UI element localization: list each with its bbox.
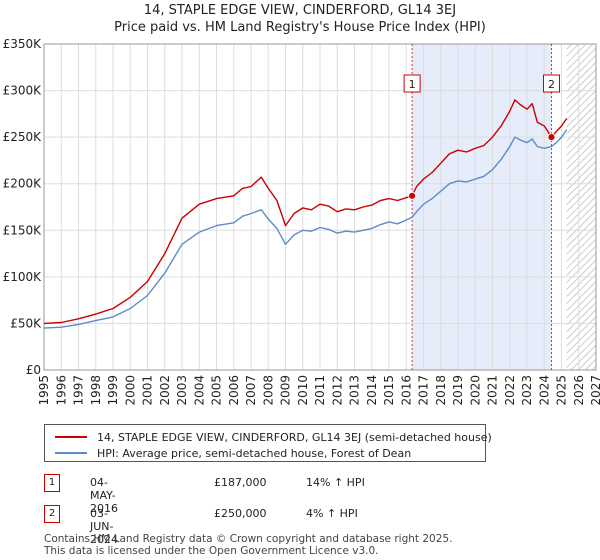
transaction-label-box: [542, 74, 560, 93]
x-tick-label: 2003: [175, 375, 189, 406]
legend-label-hpi: HPI: Average price, semi-detached house,…: [97, 446, 412, 460]
x-tick-label: 2018: [434, 375, 448, 406]
y-tick-label: £50K: [10, 316, 42, 330]
x-tick-label: 2020: [468, 375, 482, 406]
x-tick-label: 2027: [589, 375, 600, 406]
y-tick-label: £200K: [3, 177, 43, 191]
x-tick-label: 1997: [72, 375, 86, 406]
legend-swatch-property: [55, 436, 87, 438]
x-tick-label: 2014: [365, 375, 379, 406]
x-tick-label: 2009: [279, 375, 293, 406]
legend-label-property: 14, STAPLE EDGE VIEW, CINDERFORD, GL14 3…: [97, 430, 492, 444]
y-tick-label: £250K: [3, 130, 43, 144]
legend-swatch-hpi: [55, 452, 87, 454]
x-tick-label: 2022: [503, 375, 517, 406]
x-tick-label: 2016: [399, 375, 413, 406]
x-tick-label: 2010: [296, 375, 310, 406]
transaction-number: 2: [44, 505, 60, 523]
x-tick-label: 2005: [210, 375, 224, 406]
footer-line-2: This data is licensed under the Open Gov…: [44, 545, 379, 557]
y-tick-label: £350K: [3, 37, 43, 51]
transaction-marker: [408, 191, 417, 200]
x-tick-label: 2004: [192, 375, 206, 406]
x-tick-label: 2026: [572, 375, 586, 406]
y-tick-label: £300K: [3, 84, 43, 98]
legend: 14, STAPLE EDGE VIEW, CINDERFORD, GL14 3…: [44, 424, 492, 462]
chart-subtitle: Price paid vs. HM Land Registry's House …: [114, 20, 486, 35]
x-tick-label: 2015: [382, 375, 396, 406]
x-tick-label: 2021: [486, 375, 500, 406]
x-tick-label: 2006: [227, 375, 241, 406]
transaction-price: £187,000: [214, 476, 267, 489]
ownership-period-shade: [412, 44, 552, 370]
property-price-line: [43, 99, 568, 325]
transaction-date: 04-MAY-2016: [90, 476, 118, 515]
transaction-price: £250,000: [214, 507, 267, 520]
x-tick-label: 2007: [244, 375, 258, 406]
forecast-hatch: [566, 44, 596, 370]
x-tick-label: 1996: [54, 375, 68, 406]
x-tick-label: 2008: [261, 375, 275, 406]
transaction-label: 2: [548, 78, 555, 91]
x-tick-label: 1998: [89, 375, 103, 406]
chart-title: 14, STAPLE EDGE VIEW, CINDERFORD, GL14 3…: [144, 3, 456, 18]
legend-item-property: 14, STAPLE EDGE VIEW, CINDERFORD, GL14 3…: [55, 429, 492, 445]
x-tick-label: 1995: [37, 375, 51, 406]
transaction-date: 03-JUN-2024: [90, 507, 118, 546]
transaction-marker: [547, 133, 556, 142]
transaction-hpi-change: 14% ↑ HPI: [306, 476, 365, 489]
transaction-number: 1: [44, 474, 60, 492]
x-tick-label: 2002: [158, 375, 172, 406]
x-tick-label: 2024: [537, 375, 551, 406]
x-tick-label: 2023: [520, 375, 534, 406]
transaction-label: 1: [409, 78, 416, 91]
transaction-hpi-change: 4% ↑ HPI: [306, 507, 358, 520]
y-tick-label: £100K: [3, 270, 43, 284]
x-tick-label: 2025: [555, 375, 569, 406]
x-tick-label: 2012: [330, 375, 344, 406]
x-tick-label: 2011: [313, 375, 327, 406]
hpi-line: [43, 129, 568, 329]
x-tick-label: 2019: [451, 375, 465, 406]
x-tick-label: 2013: [348, 375, 362, 406]
y-tick-label: £0: [26, 363, 41, 377]
footer-line-1: Contains HM Land Registry data © Crown c…: [44, 533, 453, 545]
legend-item-hpi: HPI: Average price, semi-detached house,…: [55, 445, 411, 461]
footer-attribution: Contains HM Land Registry data © Crown c…: [44, 533, 452, 557]
x-tick-label: 2001: [141, 375, 155, 406]
plot-border: [43, 43, 597, 371]
x-tick-label: 2017: [417, 375, 431, 406]
y-tick-label: £150K: [3, 223, 43, 237]
x-tick-label: 1999: [106, 375, 120, 406]
transaction-label-box: [403, 74, 421, 93]
x-tick-label: 2000: [123, 375, 137, 406]
